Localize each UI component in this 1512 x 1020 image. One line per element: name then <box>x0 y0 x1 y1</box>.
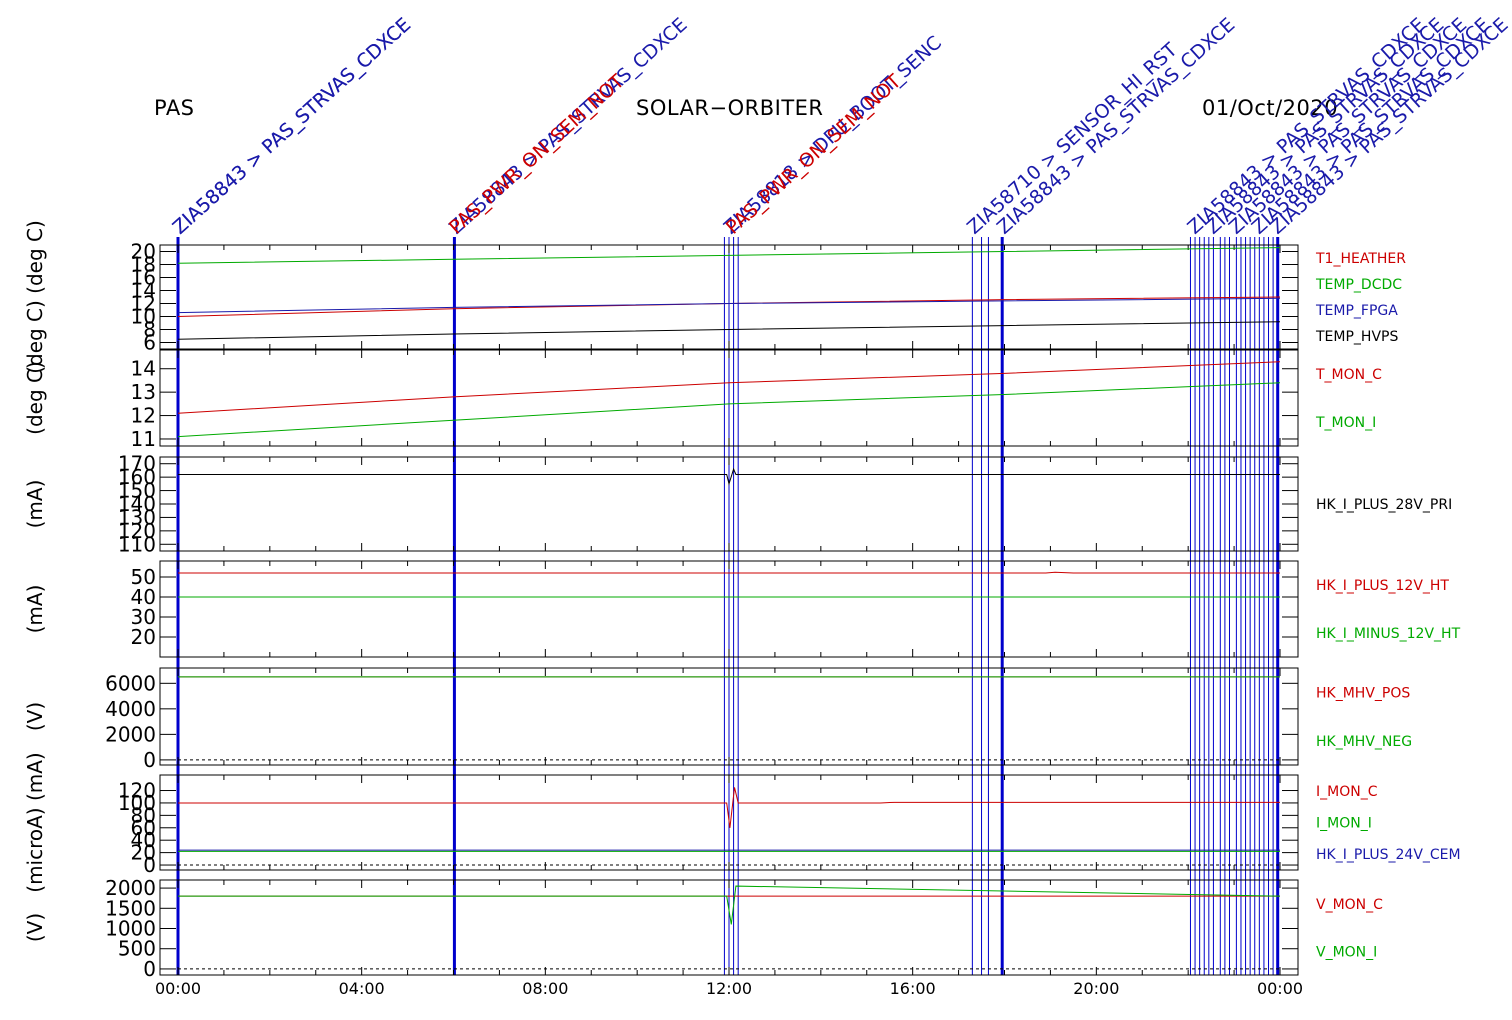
y-tick-label: 12 <box>131 404 156 428</box>
series-line <box>178 787 1280 828</box>
y-tick-label: 120 <box>118 519 156 543</box>
y-tick-label: 40 <box>131 828 156 852</box>
y-tick-label: 50 <box>131 565 156 589</box>
legend-label: I_MON_C <box>1316 784 1378 800</box>
y-tick-label: 8 <box>143 318 156 342</box>
series-line <box>178 885 1281 925</box>
y-tick-label: 30 <box>131 605 156 629</box>
y-axis-label: (deg C) (deg C) <box>23 220 47 374</box>
y-tick-label: 0 <box>143 957 156 981</box>
y-tick-label: 6000 <box>105 671 156 695</box>
y-tick-label: 13 <box>131 380 156 404</box>
x-tick-label: 00:00 <box>1257 979 1303 998</box>
legend-label: HK_MHV_POS <box>1316 685 1410 701</box>
legend-label: T_MON_I <box>1315 415 1376 431</box>
y-tick-label: 140 <box>118 492 156 516</box>
y-tick-label: 20 <box>131 240 156 264</box>
y-axis-label: (V) <box>23 913 47 942</box>
legend-label: HK_I_PLUS_12V_HT <box>1316 578 1449 594</box>
x-tick-label: 16:00 <box>890 979 936 998</box>
y-tick-label: 110 <box>118 532 156 556</box>
legend-label: TEMP_FPGA <box>1315 303 1398 319</box>
legend-label: TEMP_DCDC <box>1315 277 1402 293</box>
date-label: 01/Oct/2020 <box>1202 96 1339 120</box>
y-tick-label: 0 <box>143 748 156 772</box>
y-tick-label: 120 <box>118 779 156 803</box>
legend-label: HK_I_MINUS_12V_HT <box>1316 626 1461 642</box>
y-tick-label: 14 <box>131 279 156 303</box>
y-tick-label: 170 <box>118 452 156 476</box>
legend-label: T_MON_C <box>1315 367 1382 383</box>
x-tick-label: 20:00 <box>1073 979 1119 998</box>
series-line <box>178 571 1280 574</box>
y-tick-label: 16 <box>131 266 156 290</box>
legend-label: I_MON_I <box>1316 816 1372 832</box>
series-line <box>177 321 1281 340</box>
y-tick-label: 150 <box>118 479 156 503</box>
series-line <box>178 467 1280 486</box>
event-label: ZIA58843 > PAS_STRVAS_CDXCE <box>1225 14 1471 239</box>
legend-label: T1_HEATHER <box>1315 251 1406 267</box>
y-tick-label: 40 <box>131 585 156 609</box>
instrument-label: PAS <box>154 96 195 120</box>
event-label: ZIA58843 > PAS_STRVAS_CDXCE <box>1202 14 1448 239</box>
series-line <box>177 382 1281 438</box>
event-label: PAS_PWR_ON_SEM_NOT <box>722 70 906 239</box>
y-axis-label: (microA) (mA) <box>23 752 47 892</box>
x-tick-label: 00:00 <box>155 979 201 998</box>
y-tick-label: 4000 <box>105 697 156 721</box>
y-axis-label: (mA) <box>23 480 47 529</box>
event-label: ZIA58843 > PAS_STRVAS_CDXCE <box>169 14 415 239</box>
x-tick-label: 08:00 <box>522 979 568 998</box>
series-line <box>177 247 1281 264</box>
y-axis-label: (V) <box>23 702 47 731</box>
y-tick-label: 14 <box>131 357 156 381</box>
y-axis-label: (mA) <box>23 585 47 634</box>
y-tick-label: 100 <box>118 791 156 815</box>
legend-label: V_MON_I <box>1316 944 1377 960</box>
legend-label: V_MON_C <box>1316 897 1383 913</box>
event-label: PAS_PWR_ON_SEM_NOT <box>445 70 629 239</box>
y-tick-label: 60 <box>131 816 156 840</box>
y-tick-label: 20 <box>131 841 156 865</box>
mission-label: SOLAR−ORBITER <box>636 96 824 120</box>
y-tick-label: 80 <box>131 803 156 827</box>
y-tick-label: 12 <box>131 292 156 316</box>
legend-label: HK_I_PLUS_24V_CEM <box>1316 847 1461 863</box>
y-tick-label: 18 <box>131 253 156 277</box>
y-tick-label: 2000 <box>105 722 156 746</box>
y-tick-label: 0 <box>143 853 156 877</box>
y-tick-label: 20 <box>131 625 156 649</box>
x-tick-label: 04:00 <box>339 979 385 998</box>
y-tick-label: 500 <box>118 937 156 961</box>
legend-label: HK_I_PLUS_28V_PRI <box>1316 497 1452 513</box>
legend-label: HK_MHV_NEG <box>1316 734 1412 750</box>
event-lines <box>176 237 1280 975</box>
y-tick-label: 6 <box>143 331 156 355</box>
series-line <box>177 297 1281 314</box>
y-tick-label: 10 <box>131 305 156 329</box>
y-axis-label: (deg C) <box>23 361 47 435</box>
y-tick-label: 160 <box>118 465 156 489</box>
series-line <box>177 361 1281 414</box>
y-tick-label: 1000 <box>105 917 156 941</box>
y-tick-label: 2000 <box>105 876 156 900</box>
y-tick-label: 130 <box>118 505 156 529</box>
y-tick-label: 11 <box>131 427 156 451</box>
x-tick-label: 12:00 <box>706 979 752 998</box>
x-axis: 00:00 04:00 08:00 12:00 16:00 20:00 00:00 <box>155 979 1303 998</box>
legend-label: TEMP_HVPS <box>1315 329 1398 345</box>
event-label: ZIA58710 > SENSOR_HI_RST <box>963 39 1182 239</box>
y-tick-label: 1500 <box>105 896 156 920</box>
